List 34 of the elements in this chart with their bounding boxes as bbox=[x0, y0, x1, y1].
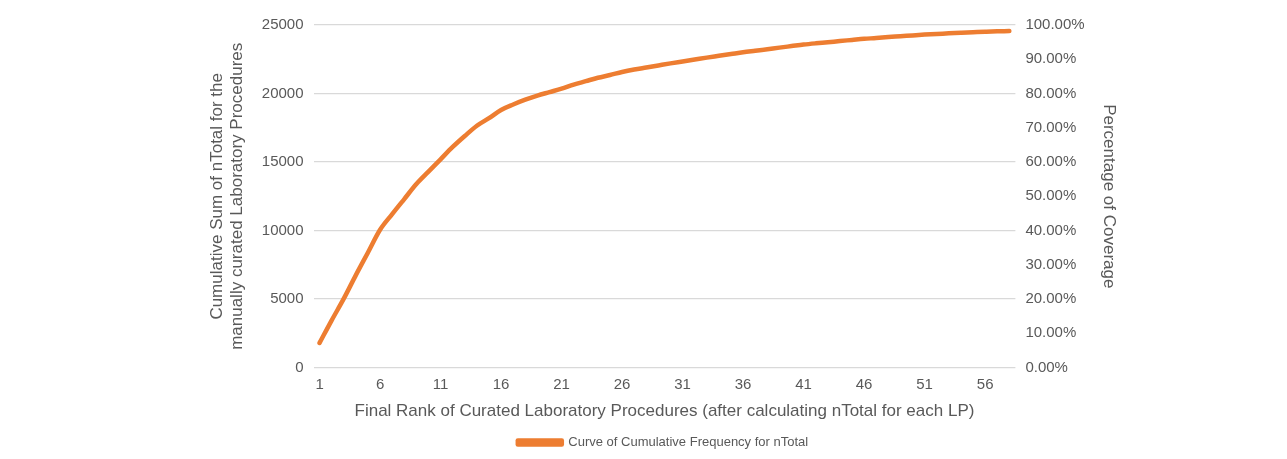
y-tick-label: 5000 bbox=[270, 289, 304, 307]
y-tick-label: 20000 bbox=[261, 83, 304, 101]
legend-label: Curve of Cumulative Frequency for nTotal bbox=[568, 434, 809, 450]
line-series bbox=[317, 28, 1012, 346]
x-tick-label: 56 bbox=[976, 374, 994, 392]
y2-tick-label: 80.00% bbox=[1025, 83, 1077, 101]
x-tick-label: 51 bbox=[916, 374, 933, 392]
x-tick-label: 26 bbox=[613, 374, 631, 392]
y2-tick-label: 100.00% bbox=[1025, 15, 1085, 33]
y2-tick-label: 90.00% bbox=[1025, 49, 1077, 67]
y-axis-title: Cumulative Sum of nTotal for the manually curated Laboratory Procedures bbox=[206, 42, 247, 350]
y2-tick-label: 40.00% bbox=[1025, 220, 1077, 238]
y2-tick-label: 0.00% bbox=[1025, 357, 1068, 375]
y-tick-label: 0 bbox=[295, 357, 304, 375]
x-tick-label: 36 bbox=[734, 374, 752, 392]
y-tick-label: 25000 bbox=[261, 15, 304, 33]
y2-tick-label: 70.00% bbox=[1025, 117, 1077, 135]
y-tick-label: 10000 bbox=[261, 220, 304, 238]
x-tick-label: 11 bbox=[432, 374, 449, 392]
x-tick-label: 41 bbox=[795, 374, 812, 392]
x-tick-label: 6 bbox=[375, 374, 385, 392]
y-tick-label: 15000 bbox=[261, 152, 304, 170]
y2-tick-label: 50.00% bbox=[1025, 186, 1077, 204]
x-tick-label: 31 bbox=[674, 374, 691, 392]
y2-tick-label: 10.00% bbox=[1025, 323, 1077, 341]
y2-tick-label: 60.00% bbox=[1025, 152, 1077, 170]
y2-tick-label: 30.00% bbox=[1025, 254, 1077, 272]
x-tick-label: 46 bbox=[855, 374, 873, 392]
x-axis-title: Final Rank of Curated Laboratory Procedures (after calculating nTotal for each LP) bbox=[354, 401, 975, 421]
x-tick-label: 16 bbox=[492, 374, 510, 392]
x-tick-label: 1 bbox=[315, 374, 324, 392]
y2-tick-label: 20.00% bbox=[1025, 289, 1077, 307]
y2-axis-title: Percentage of Coverage bbox=[1100, 104, 1120, 289]
x-tick-label: 21 bbox=[553, 374, 570, 392]
